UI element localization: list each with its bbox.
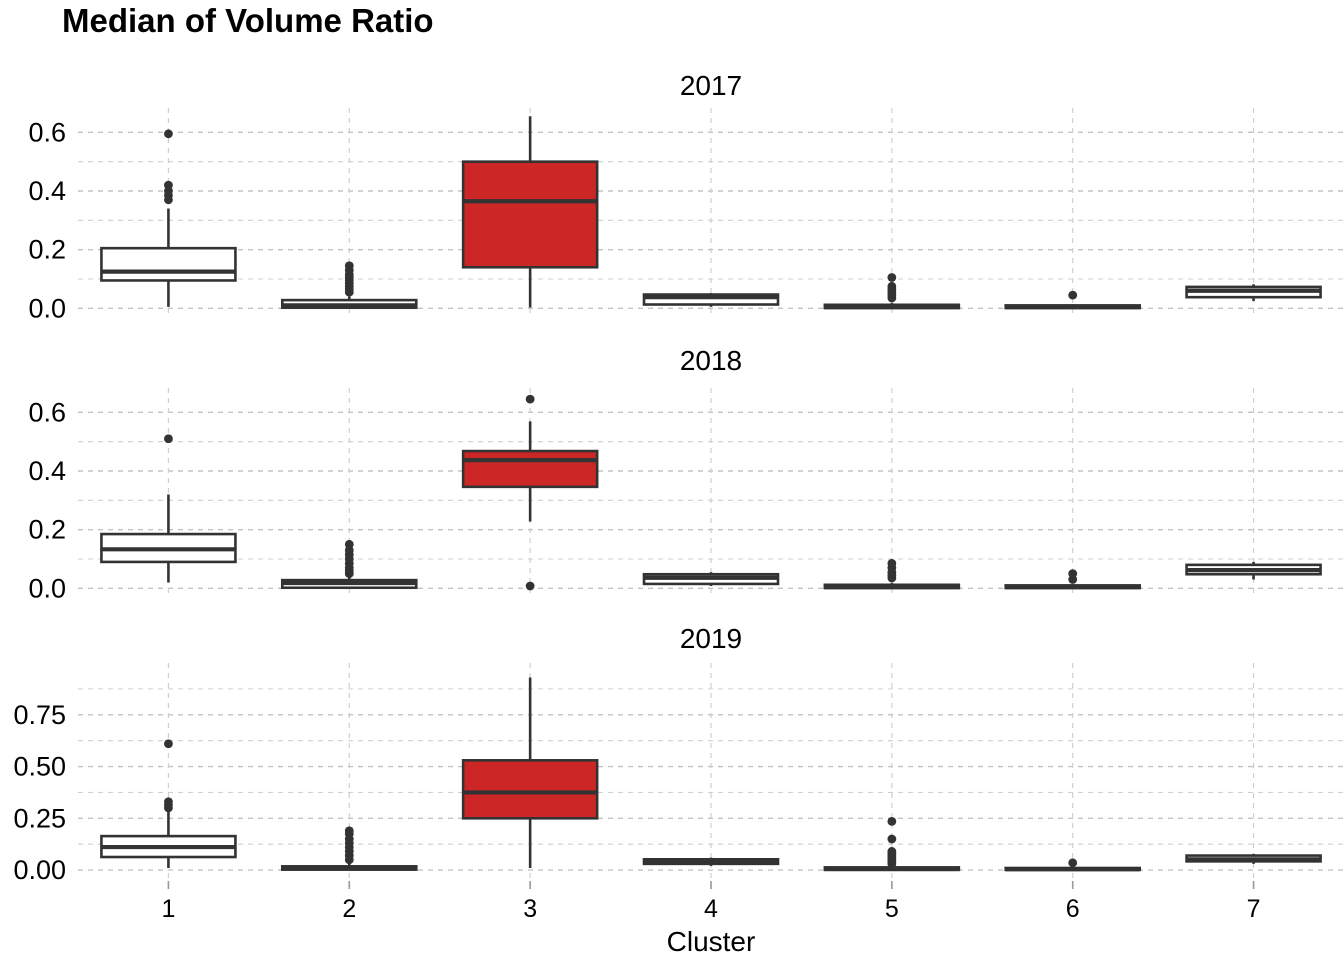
outlier-point	[164, 434, 173, 444]
x-tick-label: 5	[885, 895, 899, 923]
outlier-point	[344, 261, 354, 271]
boxplot-cluster-5	[823, 273, 961, 310]
outlier-point	[1068, 569, 1078, 579]
box	[100, 246, 237, 282]
y-tick-label: 0.50	[13, 752, 66, 782]
y-tick-label: 0.0	[28, 573, 66, 603]
panel-2018: 2018 0.0 0.2 0.4 0.6	[28, 345, 1344, 603]
panel-2017: 2017 0.0 0.2 0.4 0.6	[28, 70, 1344, 323]
box	[642, 293, 780, 306]
y-tick-label: 0.2	[28, 515, 66, 545]
outlier-point	[887, 558, 897, 568]
boxplot-cluster-3	[461, 677, 599, 868]
box	[461, 160, 599, 269]
x-tick-label: 6	[1066, 895, 1080, 923]
outlier-point	[525, 581, 535, 591]
boxplot-cluster-6	[1004, 569, 1142, 590]
y-tick-label: 0.6	[28, 117, 66, 147]
boxplot-cluster-2	[280, 826, 418, 871]
y-tick-label: 0.2	[28, 235, 66, 265]
y-tick-label: 0.75	[13, 700, 66, 730]
x-tick-label: 1	[161, 895, 175, 923]
outlier-point	[164, 739, 173, 749]
boxplot-cluster-4	[642, 857, 780, 866]
boxplot-cluster-7	[1185, 284, 1322, 301]
outlier-point	[164, 180, 173, 190]
boxplot-cluster-6	[1004, 858, 1142, 872]
x-tick-label: 3	[523, 895, 537, 923]
y-tick-label: 0.00	[13, 855, 66, 885]
boxplot-cluster-7	[1185, 561, 1322, 580]
y-tick-label: 0.25	[13, 803, 66, 833]
panel-2019: 2019 0.00 0.25 0.50 0.75	[13, 623, 1344, 885]
outlier-point	[1068, 858, 1078, 868]
x-tick-label: 4	[704, 895, 718, 923]
outlier-point	[344, 539, 354, 549]
outlier-point	[887, 273, 897, 282]
facet-label: 2017	[680, 70, 742, 101]
y-tick-label: 0.4	[28, 176, 66, 206]
box	[461, 449, 599, 489]
boxplot-cluster-6	[1004, 290, 1142, 310]
facet-label: 2019	[680, 623, 742, 654]
boxplot-cluster-1	[100, 434, 237, 583]
outlier-point	[887, 817, 897, 826]
outlier-point	[164, 129, 173, 139]
facet-label: 2018	[680, 345, 742, 376]
outlier-point	[1068, 290, 1078, 300]
boxplot-cluster-5	[823, 817, 961, 872]
outlier-point	[887, 847, 897, 856]
x-axis-title: Cluster	[667, 926, 756, 957]
boxplot-cluster-4	[642, 572, 780, 586]
y-tick-label: 0.6	[28, 397, 66, 427]
outlier-point	[887, 834, 897, 844]
box	[461, 759, 599, 820]
boxplot-cluster-4	[642, 293, 780, 307]
outlier-point	[887, 281, 897, 291]
boxplot-cluster-1	[100, 129, 237, 307]
x-axis: 1 2 3 4 5 6 7 Cluster	[161, 881, 1261, 957]
boxplot-cluster-3	[461, 394, 599, 591]
boxplot-cluster-5	[823, 558, 961, 590]
x-tick-label: 2	[342, 895, 356, 923]
outlier-point	[525, 394, 535, 404]
boxplot-cluster-2	[280, 261, 418, 310]
y-tick-label: 0.0	[28, 293, 66, 323]
x-tick-label: 7	[1247, 895, 1261, 923]
boxplot-cluster-2	[280, 539, 418, 590]
boxplot-cluster-3	[461, 116, 599, 308]
boxplot-cluster-1	[100, 739, 237, 868]
y-tick-label: 0.4	[28, 456, 66, 486]
outlier-point	[164, 797, 173, 807]
boxplot-cluster-7	[1185, 853, 1322, 864]
outlier-point	[344, 826, 354, 836]
chart-title: Median of Volume Ratio	[62, 2, 434, 39]
